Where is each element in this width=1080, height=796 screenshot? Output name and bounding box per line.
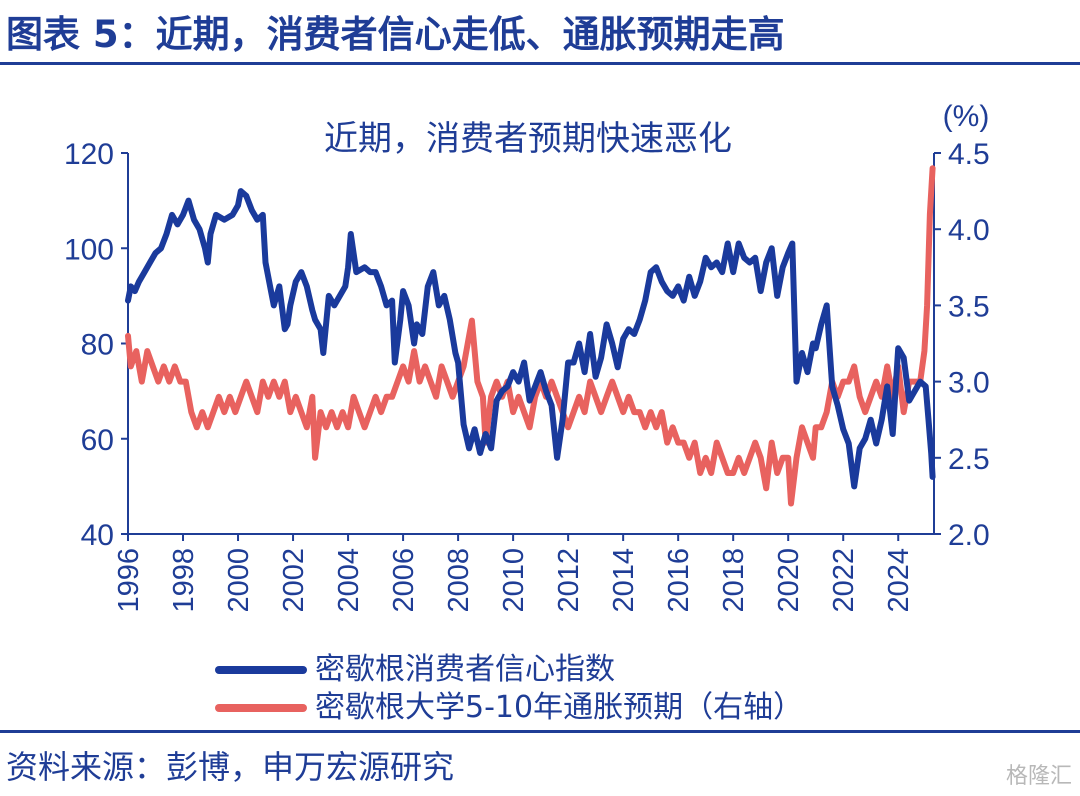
series-line-confidence <box>125 188 936 490</box>
figure-title: 图表 5：近期，消费者信心走低、通胀预期走高 <box>6 13 785 56</box>
x-axis-tick-label: 1998 <box>168 548 200 613</box>
x-axis-tick-label: 2012 <box>553 548 585 613</box>
axes: 40 60 80 100 120 2.0 2.5 3.0 3.5 4.0 4.5 1996 1998 20… <box>64 138 990 613</box>
x-axis-tick-label: 2002 <box>278 548 310 613</box>
x-axis-tick-label: 2016 <box>663 548 695 613</box>
x-axis-tick-label: 2018 <box>718 548 750 613</box>
x-axis-tick-label: 2008 <box>443 548 475 613</box>
x-axis-tick-label: 1996 <box>113 548 145 613</box>
x-axis-tick-label: 2022 <box>828 548 860 613</box>
line-chart: 近期，消费者预期快速恶化 (%) 40 60 80 100 120 2.0 2.5 3.0 3.… <box>64 100 990 613</box>
left-axis-tick-label: 100 <box>64 233 114 266</box>
x-axis-tick-label: 2004 <box>333 548 365 613</box>
right-axis-tick-label: 4.5 <box>948 138 990 171</box>
title-divider <box>0 62 1080 65</box>
right-axis-tick-label: 3.5 <box>948 290 990 323</box>
footer-divider <box>0 730 1080 733</box>
x-axis-tick-label: 2000 <box>223 548 255 613</box>
series-line-inflation <box>125 165 936 507</box>
x-axis-tick-label: 2014 <box>608 548 640 613</box>
left-axis-tick-label: 40 <box>81 519 114 552</box>
left-axis-tick-label: 80 <box>81 329 114 362</box>
right-axis-tick-label: 3.0 <box>948 367 990 400</box>
x-axis-tick-label: 2010 <box>498 548 530 613</box>
x-axis-tick-label: 2020 <box>773 548 805 613</box>
right-axis-tick-label: 2.0 <box>948 519 990 552</box>
chart-title: 近期，消费者预期快速恶化 <box>324 119 732 159</box>
source-note: 资料来源：彭博，申万宏源研究 <box>6 748 455 786</box>
watermark: 格隆汇 <box>1005 764 1072 789</box>
series-group <box>125 165 936 507</box>
left-axis-tick-label: 60 <box>81 424 114 457</box>
legend-swatch-confidence <box>215 666 307 674</box>
legend-label-confidence: 密歇根消费者信心指数 <box>315 652 615 687</box>
legend-swatch-inflation <box>215 704 307 712</box>
right-axis-tick-label: 4.0 <box>948 214 990 247</box>
right-axis-tick-label: 2.5 <box>948 443 990 476</box>
right-axis-unit: (%) <box>943 100 990 133</box>
legend-label-inflation: 密歇根大学5-10年通胀预期（右轴） <box>315 690 804 725</box>
x-axis-tick-label: 2006 <box>388 548 420 613</box>
left-axis-tick-label: 120 <box>64 138 114 171</box>
x-axis-tick-label: 2024 <box>883 548 915 613</box>
